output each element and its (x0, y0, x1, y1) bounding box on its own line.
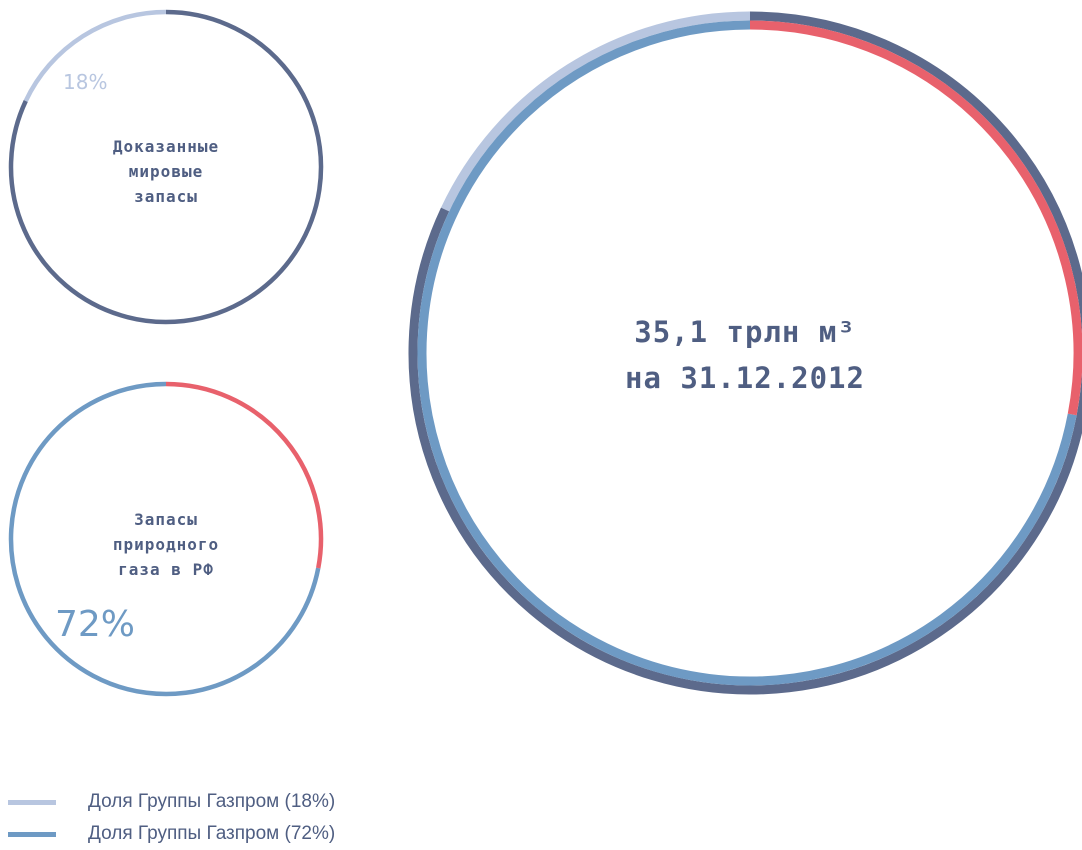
world-share-percent: 18% (63, 70, 107, 94)
legend-item: Доля Группы Газпром (72%) (8, 818, 335, 850)
total-volume-label: 35,1 трлн м³ (634, 315, 856, 349)
legend-item: Доля Группы Газпром (18%) (8, 786, 335, 818)
total-outer-ring-slice-0 (440, 11, 751, 212)
world-ring-slice-0 (23, 9, 167, 102)
world-label-line-2: мировые (129, 162, 203, 181)
world-label-line-1: Доказанные (113, 137, 219, 156)
russia-reserves-ring (8, 381, 324, 697)
world-ring-slice-1 (8, 9, 324, 325)
legend-swatch-light (8, 799, 56, 805)
legend-swatch-mid (8, 831, 56, 837)
russia-label-line-2: природного (113, 535, 219, 554)
total-inner-ring-slice-1 (417, 20, 1077, 686)
world-label-line-3: запасы (134, 187, 198, 206)
chart-legend: Доля Группы Газпром (18%) Доля Группы Га… (8, 786, 335, 850)
legend-label: Доля Группы Газпром (18%) (88, 791, 336, 812)
russia-ring-slice-0 (165, 381, 324, 569)
total-inner-ring-slice-0 (749, 20, 1082, 416)
russia-share-percent: 72% (55, 604, 135, 645)
legend-label: Доля Группы Газпром (72%) (88, 823, 336, 844)
total-reserves-double-ring (408, 11, 1082, 695)
total-outer-ring-slice-1 (408, 11, 1082, 695)
total-date-label: на 31.12.2012 (625, 361, 865, 395)
russia-label-line-3: газа в РФ (118, 560, 214, 579)
russia-ring-slice-1 (8, 381, 321, 697)
russia-label-line-1: Запасы (134, 510, 198, 529)
world-reserves-ring (8, 9, 324, 325)
